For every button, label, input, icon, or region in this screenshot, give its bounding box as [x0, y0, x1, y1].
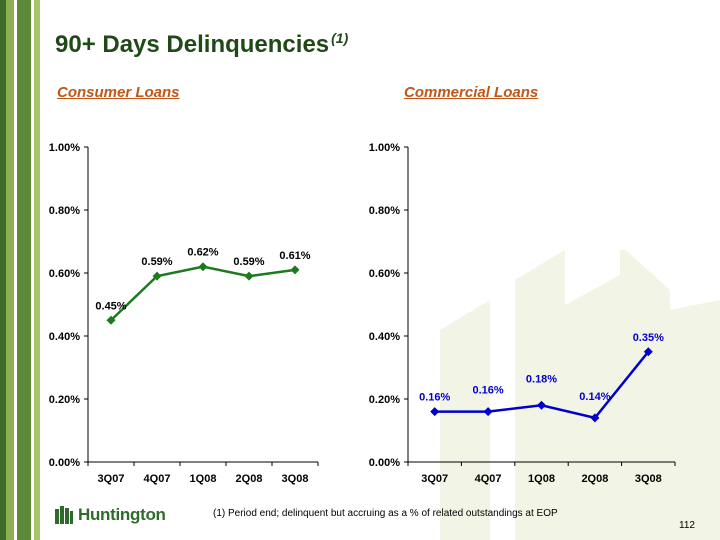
commercial-data-label: 0.14%: [579, 391, 610, 403]
consumer-x-tick-label: 4Q07: [144, 473, 171, 485]
commercial-data-label: 0.35%: [633, 332, 664, 344]
watermark-logo: [440, 250, 720, 540]
footnote: (1) Period end; delinquent but accruing …: [213, 508, 558, 519]
consumer-data-point: [198, 262, 208, 272]
commercial-x-tick-label: 3Q08: [635, 473, 662, 485]
consumer-y-tick-label: 1.00%: [49, 142, 80, 154]
consumer-y-tick-label: 0.20%: [49, 394, 80, 406]
commercial-loans-heading: Commercial Loans: [404, 84, 539, 101]
page-title-text: 90+ Days Delinquencies: [55, 31, 330, 58]
commercial-data-label: 0.16%: [472, 385, 503, 397]
huntington-logo: Huntington: [54, 504, 166, 526]
commercial-data-point: [643, 347, 653, 357]
page-title: 90+ Days Delinquencies (1): [55, 30, 348, 59]
commercial-data-point: [483, 407, 493, 417]
consumer-loans-heading: Consumer Loans: [57, 84, 180, 101]
consumer-data-label: 0.45%: [95, 300, 126, 312]
consumer-data-label: 0.59%: [141, 256, 172, 268]
commercial-x-tick-label: 4Q07: [475, 473, 502, 485]
left-stripe-decoration: [0, 0, 40, 540]
consumer-data-label: 0.59%: [233, 256, 264, 268]
commercial-y-tick-label: 0.00%: [369, 457, 400, 469]
consumer-data-label: 0.61%: [279, 250, 310, 262]
logo-text: Huntington: [78, 505, 166, 524]
commercial-data-label: 0.18%: [526, 373, 557, 385]
consumer-x-tick-label: 3Q08: [282, 473, 309, 485]
consumer-series-line: [110, 265, 296, 322]
commercial-data-point: [590, 413, 600, 423]
commercial-y-tick-label: 0.60%: [369, 268, 400, 280]
consumer-y-tick-label: 0.00%: [49, 457, 80, 469]
commercial-y-tick-label: 0.40%: [369, 331, 400, 343]
commercial-x-tick-label: 1Q08: [528, 473, 555, 485]
commercial-data-label: 0.16%: [419, 392, 450, 404]
consumer-data-point: [106, 315, 116, 325]
consumer-y-tick-label: 0.60%: [49, 268, 80, 280]
commercial-x-tick-label: 2Q08: [581, 473, 608, 485]
consumer-data-point: [152, 271, 162, 281]
page-number: 112: [679, 520, 695, 531]
commercial-y-tick-label: 1.00%: [369, 142, 400, 154]
title-footnote-marker: (1): [331, 30, 349, 46]
commercial-data-point: [430, 407, 440, 417]
commercial-x-tick-label: 3Q07: [421, 473, 448, 485]
commercial-data-point: [537, 400, 546, 410]
huntington-logo-icon: [55, 506, 73, 524]
commercial-y-tick-label: 0.80%: [369, 205, 400, 217]
consumer-data-label: 0.62%: [187, 247, 218, 259]
consumer-data-point: [290, 265, 300, 275]
consumer-x-tick-label: 3Q07: [98, 473, 125, 485]
consumer-x-tick-label: 1Q08: [190, 473, 217, 485]
commercial-y-tick-label: 0.20%: [369, 394, 400, 406]
consumer-x-tick-label: 2Q08: [236, 473, 263, 485]
consumer-y-tick-label: 0.80%: [49, 205, 80, 217]
consumer-y-tick-label: 0.40%: [49, 331, 80, 343]
consumer-data-point: [244, 271, 254, 281]
